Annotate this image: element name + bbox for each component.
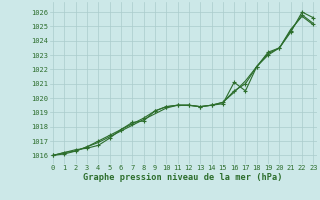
X-axis label: Graphe pression niveau de la mer (hPa): Graphe pression niveau de la mer (hPa) [84,173,283,182]
